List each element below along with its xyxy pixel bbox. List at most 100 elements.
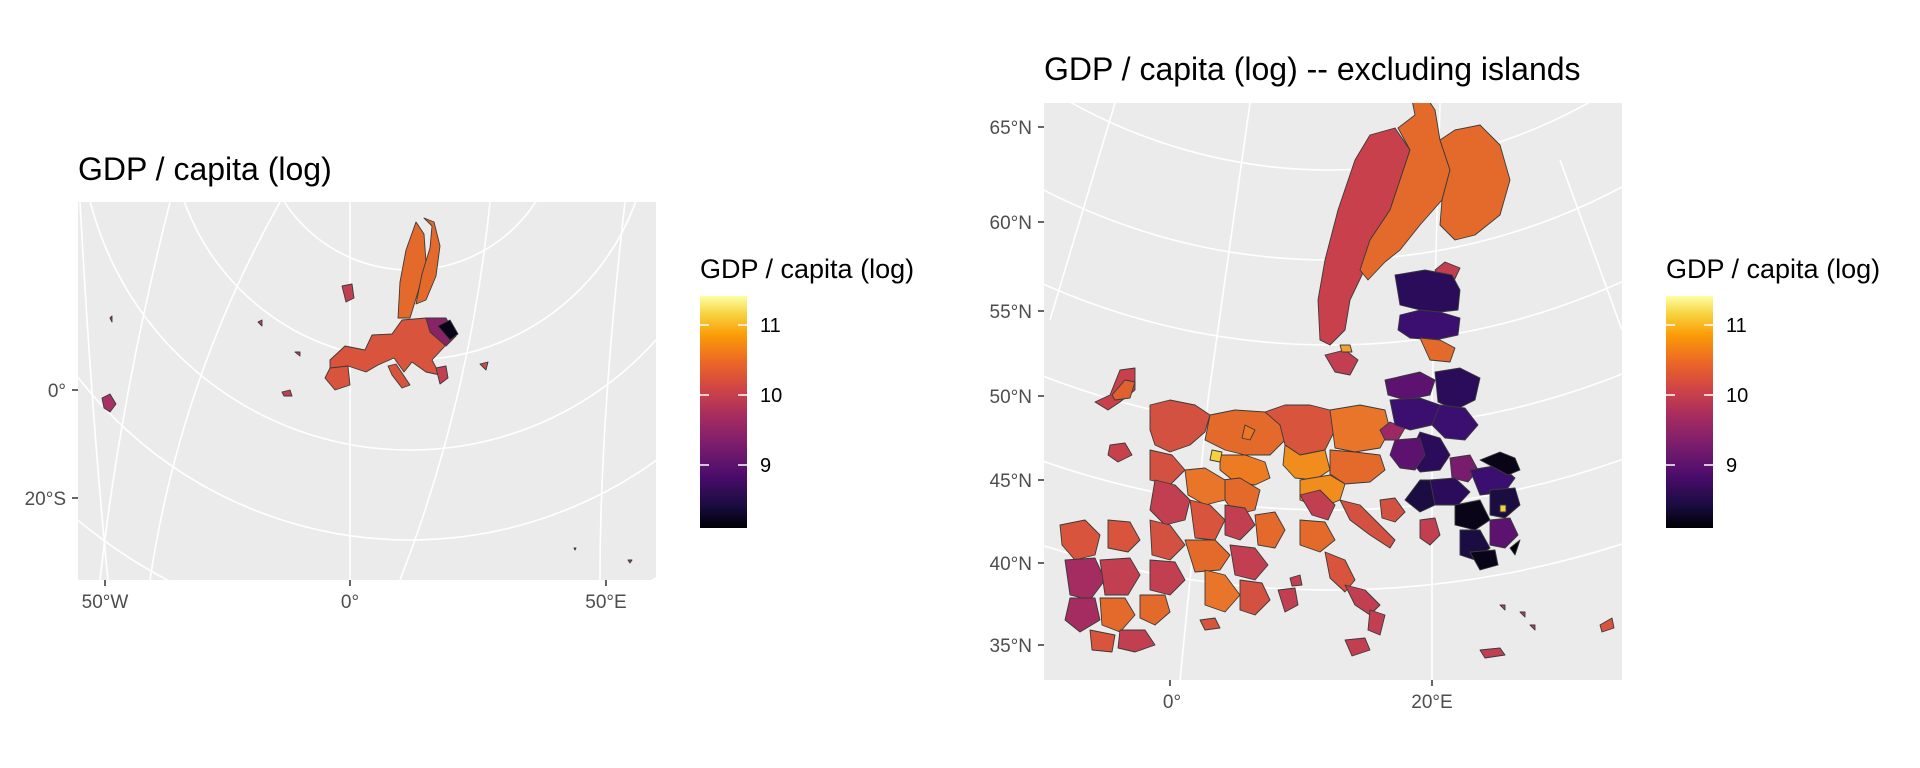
map-region	[1419, 337, 1456, 363]
y-tick-label: 20°S	[25, 489, 66, 510]
map-region	[1344, 584, 1381, 616]
map-region	[1107, 519, 1141, 553]
map-region	[1394, 269, 1461, 313]
map-region	[1117, 629, 1156, 653]
map-region	[1489, 517, 1519, 549]
map-region	[1339, 344, 1353, 353]
map-region	[1404, 479, 1436, 513]
legend-label: 10	[760, 385, 782, 407]
map-region	[1499, 504, 1507, 513]
map-region	[1149, 449, 1186, 486]
map-region	[109, 315, 113, 323]
map-region	[1184, 467, 1226, 506]
map-region	[1439, 124, 1511, 241]
map-region	[415, 217, 441, 305]
map-region	[1489, 487, 1521, 519]
x-tick-label: 20°E	[1411, 692, 1452, 713]
map-region	[1254, 511, 1286, 549]
map-region	[1219, 454, 1271, 486]
map-region	[1509, 539, 1521, 556]
map-region	[1339, 499, 1396, 549]
map-region	[341, 283, 355, 303]
left-x-axis: 50°W 0° 50°E	[82, 580, 627, 613]
map-region	[627, 559, 633, 564]
map-region	[1241, 424, 1256, 441]
map-region	[1419, 517, 1441, 546]
map-region	[1299, 519, 1336, 553]
right-map-background	[1044, 103, 1622, 680]
map-region	[1599, 617, 1615, 633]
map-region	[1469, 549, 1499, 571]
map-region	[1389, 437, 1426, 471]
legend-label: 11	[1726, 315, 1747, 337]
map-region	[1149, 399, 1211, 453]
map-region	[324, 365, 351, 391]
map-region	[1099, 597, 1136, 633]
map-region	[1199, 617, 1221, 631]
right-y-axis: 65°N 60°N 55°N 50°N 45°N 40°N 35°N	[990, 118, 1044, 657]
map-region	[1434, 367, 1481, 411]
map-region	[1499, 604, 1506, 611]
map-region	[573, 547, 577, 551]
map-region	[1149, 479, 1191, 526]
map-region	[1277, 587, 1299, 613]
right-regions	[1059, 103, 1615, 659]
x-tick-label: 50°E	[585, 592, 626, 613]
map-region	[1264, 404, 1336, 456]
map-region	[1139, 594, 1171, 626]
map-region	[437, 319, 459, 341]
map-region	[257, 319, 263, 327]
legend-label: 9	[1726, 455, 1737, 477]
left-legend: GDP / capita (log) 11 10 9	[700, 254, 914, 528]
left-map-title: GDP / capita (log)	[78, 151, 332, 187]
left-map-panel: GDP / capita (log)	[25, 151, 915, 613]
map-region	[1379, 497, 1406, 523]
right-map-panel: GDP / capita (log) -- excluding islands	[990, 51, 1881, 713]
legend-title: GDP / capita (log)	[700, 254, 914, 284]
y-tick-label: 60°N	[990, 213, 1032, 234]
map-region	[1344, 637, 1371, 657]
right-map-title: GDP / capita (log) -- excluding islands	[1044, 51, 1581, 87]
y-tick-label: 55°N	[990, 302, 1032, 323]
map-region	[397, 221, 427, 319]
map-region	[1089, 629, 1116, 653]
y-tick-label: 65°N	[990, 118, 1032, 139]
right-legend: GDP / capita (log) 11 10 9	[1666, 254, 1880, 528]
legend-label: 11	[760, 315, 781, 337]
map-region	[1367, 609, 1386, 636]
right-x-axis: 0° 20°E	[1163, 680, 1453, 713]
map-region	[1479, 647, 1506, 659]
y-tick-label: 45°N	[990, 471, 1032, 492]
map-region	[1149, 559, 1186, 596]
legend-label: 9	[760, 455, 771, 477]
map-region	[1529, 624, 1536, 631]
map-region	[1224, 504, 1256, 541]
map-region	[1209, 449, 1223, 463]
left-y-axis: 0° 20°S	[25, 381, 78, 510]
map-region	[1229, 544, 1269, 581]
legend-colorbar	[1666, 296, 1713, 528]
map-region	[1329, 404, 1391, 453]
left-regions	[101, 217, 633, 564]
map-region	[1204, 569, 1241, 613]
map-region	[1099, 557, 1141, 596]
x-tick-label: 50°W	[82, 592, 129, 613]
y-tick-label: 35°N	[990, 636, 1032, 657]
legend-title: GDP / capita (log)	[1666, 254, 1880, 284]
map-region	[1111, 379, 1136, 401]
map-region	[1107, 442, 1133, 463]
y-tick-label: 0°	[48, 381, 66, 402]
map-region	[1189, 499, 1226, 541]
map-region	[329, 317, 447, 376]
map-region	[1454, 499, 1491, 531]
map-region	[1239, 579, 1271, 616]
map-region	[387, 363, 411, 389]
map-region	[479, 361, 489, 371]
legend-colorbar	[700, 296, 747, 528]
map-region	[1479, 451, 1521, 476]
x-tick-label: 0°	[341, 592, 359, 613]
map-region	[1064, 557, 1106, 601]
map-region	[1149, 519, 1186, 561]
map-region	[1299, 489, 1336, 521]
